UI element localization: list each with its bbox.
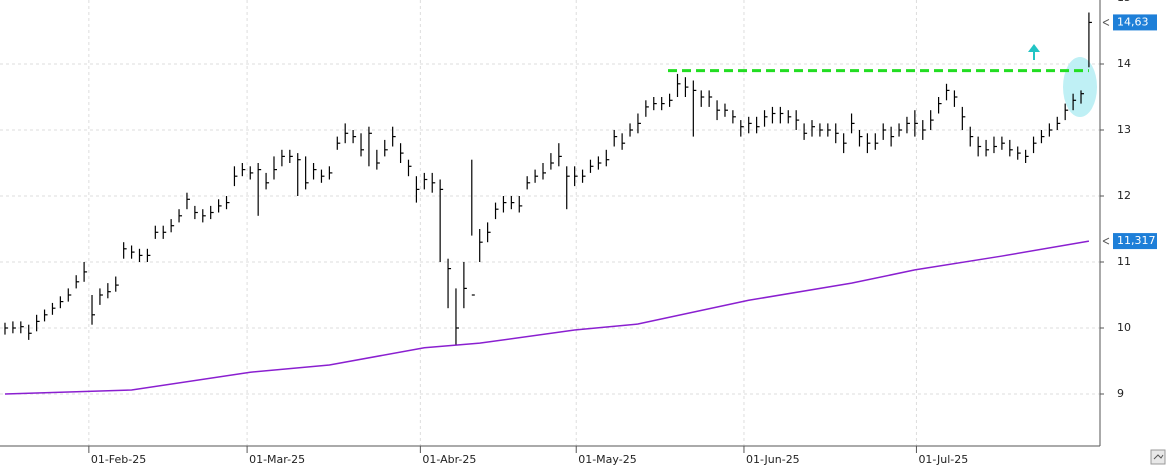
y-tick-label: 10 xyxy=(1117,321,1131,334)
axes: 9 10 11 12 13 14 15 01-Feb-25 01-Mar-25 01-Abr-25… xyxy=(88,0,1157,466)
y-tick-label: 12 xyxy=(1117,189,1131,202)
plot xyxy=(4,12,1092,395)
scroll-icon-glyph xyxy=(1153,454,1164,460)
last-value-pointer xyxy=(1102,237,1110,245)
highlight xyxy=(1063,57,1097,117)
y-tick-label: 13 xyxy=(1117,123,1131,136)
x-tick-label: 01-Abr-25 xyxy=(422,453,476,466)
x-tick-label: 01-Jun-25 xyxy=(746,453,800,466)
y-tick-label: 14 xyxy=(1117,57,1131,70)
scroll-icon[interactable] xyxy=(1150,449,1166,465)
last-value-pointer xyxy=(1102,18,1110,26)
x-tick-label: 01-Mar-25 xyxy=(249,453,305,466)
last-value-box xyxy=(1113,233,1157,250)
last-value-label: 14,63 xyxy=(1117,15,1149,28)
up-arrow xyxy=(1028,44,1040,60)
moving-average xyxy=(4,240,1090,395)
last-value-label: 11,317 xyxy=(1117,234,1156,247)
last-value-box xyxy=(1113,14,1157,31)
y-tick-label: 15 xyxy=(1117,0,1131,4)
y-tick-label: 9 xyxy=(1117,387,1124,400)
x-tick-label: 01-Feb-25 xyxy=(91,453,146,466)
x-tick-label: 01-May-25 xyxy=(578,453,636,466)
x-tick-label: 01-Jul-25 xyxy=(918,453,968,466)
grid xyxy=(0,0,1100,446)
y-tick-label: 11 xyxy=(1117,255,1131,268)
